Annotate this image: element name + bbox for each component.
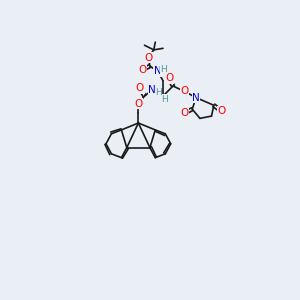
Text: N: N — [192, 93, 200, 103]
Text: H: H — [160, 64, 167, 74]
Text: N: N — [154, 66, 161, 76]
Text: H: H — [155, 88, 162, 97]
Text: O: O — [165, 73, 173, 83]
Text: N: N — [148, 85, 156, 95]
Text: O: O — [180, 86, 189, 96]
Text: O: O — [134, 99, 142, 109]
Text: O: O — [136, 83, 144, 93]
Text: O: O — [144, 52, 152, 63]
Text: O: O — [138, 65, 146, 75]
Text: O: O — [180, 108, 189, 118]
Text: H: H — [161, 94, 168, 103]
Text: O: O — [218, 106, 226, 116]
